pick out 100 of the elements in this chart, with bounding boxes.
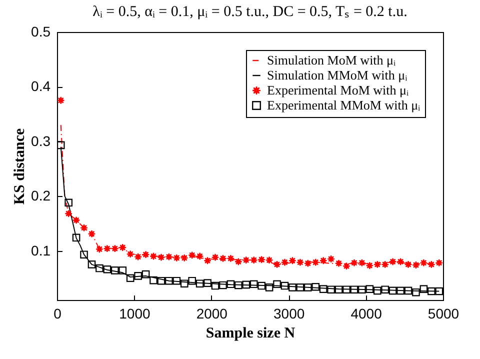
y-tick-label: 0.1 <box>31 242 51 258</box>
point <box>64 210 72 218</box>
point <box>435 258 443 267</box>
point <box>288 256 296 265</box>
point <box>319 256 328 265</box>
point <box>126 274 134 282</box>
point <box>172 276 181 285</box>
point <box>103 244 112 252</box>
x-tick-label: 1000 <box>119 306 150 322</box>
point <box>435 287 443 296</box>
point <box>180 254 188 262</box>
point <box>188 251 196 260</box>
point <box>80 224 88 232</box>
point <box>396 258 404 266</box>
y-tick-label: 0.5 <box>31 24 51 40</box>
x-tick-label: 5000 <box>428 306 460 322</box>
point <box>196 252 204 260</box>
point <box>373 260 382 268</box>
point <box>64 198 72 207</box>
point <box>172 254 181 262</box>
point <box>312 258 320 266</box>
point <box>366 262 374 270</box>
x-tick-label: 4000 <box>350 306 382 322</box>
point <box>57 141 65 150</box>
point <box>126 250 134 258</box>
point <box>88 260 96 268</box>
point <box>258 256 266 264</box>
point <box>396 286 404 295</box>
point <box>150 276 158 284</box>
point <box>118 244 127 252</box>
point <box>327 255 335 263</box>
legend-label: Simulation MMoM with μᵢ <box>267 68 408 82</box>
legend-label: Experimental MMoM with μᵢ <box>267 98 422 112</box>
point <box>72 216 80 224</box>
y-tick-label: 0.4 <box>31 78 51 94</box>
point <box>327 286 335 294</box>
point <box>226 280 235 288</box>
point <box>296 284 304 292</box>
point <box>211 282 220 290</box>
point <box>96 245 104 254</box>
point <box>103 265 112 274</box>
point <box>165 276 173 285</box>
point <box>273 280 281 288</box>
point <box>381 286 390 294</box>
point <box>134 252 142 261</box>
point <box>110 244 119 252</box>
point <box>234 258 242 266</box>
point <box>142 270 150 278</box>
point <box>165 252 173 261</box>
point <box>226 254 235 262</box>
legend-label: Experimental MoM with μᵢ <box>267 82 410 98</box>
point <box>334 259 343 268</box>
point <box>57 96 65 104</box>
point <box>134 272 142 280</box>
point <box>358 286 366 294</box>
point <box>388 258 397 266</box>
point <box>350 286 358 294</box>
y-tick-label: 0.2 <box>31 188 51 204</box>
point <box>204 256 212 265</box>
point <box>80 250 88 259</box>
point <box>412 261 420 269</box>
point <box>265 256 274 264</box>
point <box>258 282 266 290</box>
point <box>420 285 428 293</box>
point <box>373 286 382 295</box>
point <box>296 258 304 266</box>
y-axis-title: KS distance <box>12 128 28 205</box>
point <box>280 258 289 266</box>
x-tick-label: 3000 <box>274 306 305 322</box>
point <box>150 252 158 260</box>
point <box>342 286 350 294</box>
legend-label: Simulation MoM with μᵢ <box>267 52 397 68</box>
point <box>242 256 250 264</box>
point <box>211 253 220 262</box>
point <box>250 256 258 264</box>
point <box>319 285 328 293</box>
point <box>180 280 188 288</box>
point <box>265 284 274 292</box>
y-tick-label: 0.3 <box>31 132 51 149</box>
point <box>142 250 150 259</box>
point <box>273 260 281 268</box>
x-axis-title: Sample size N <box>206 326 296 342</box>
point <box>358 258 366 267</box>
x-tick-label: 0 <box>54 306 62 322</box>
point <box>342 262 350 270</box>
point <box>110 266 119 274</box>
point <box>219 281 227 290</box>
point <box>412 288 420 296</box>
point <box>188 276 196 285</box>
point <box>118 266 127 274</box>
point <box>366 285 374 293</box>
point <box>196 280 204 288</box>
point <box>334 286 343 294</box>
point <box>204 279 212 287</box>
point <box>420 258 428 267</box>
point <box>312 282 320 291</box>
point <box>242 280 250 289</box>
point <box>72 234 80 242</box>
point <box>157 276 166 285</box>
point <box>404 260 412 268</box>
